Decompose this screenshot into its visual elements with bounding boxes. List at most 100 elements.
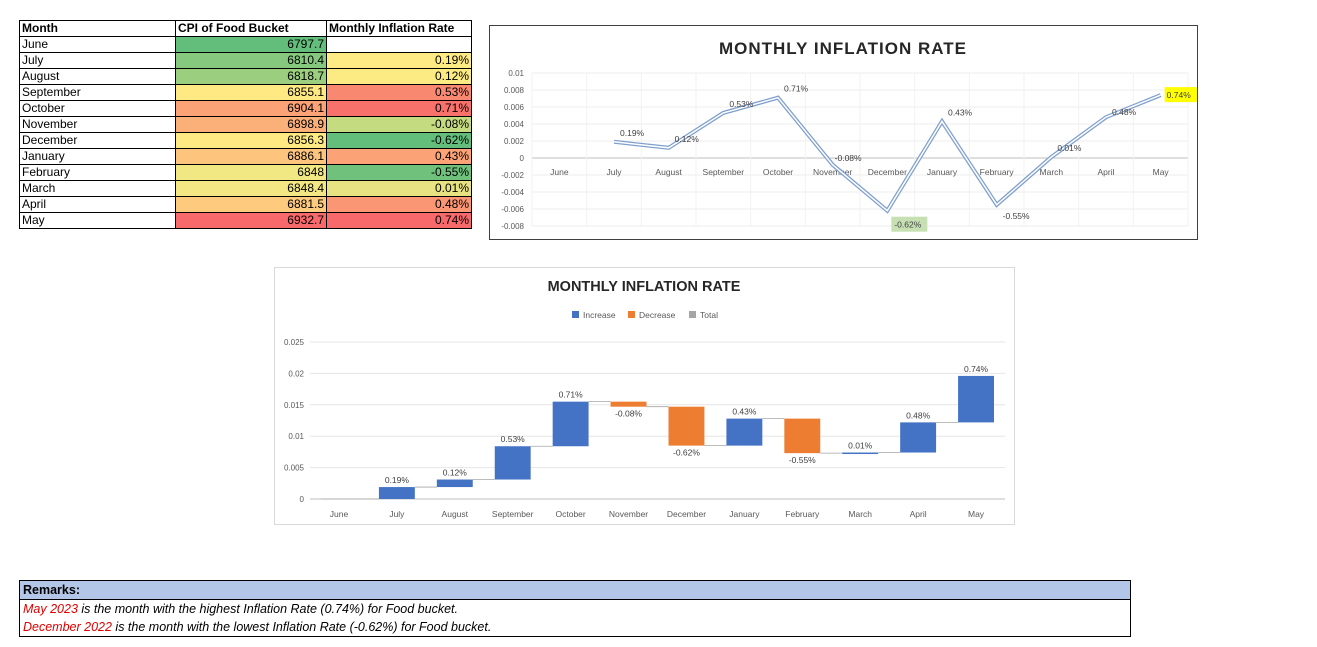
data-label: 0.48% bbox=[906, 410, 931, 420]
table-row: May 6932.7 0.74% bbox=[19, 212, 472, 229]
data-label: 0.12% bbox=[675, 134, 700, 144]
waterfall-bar bbox=[668, 406, 705, 446]
x-tick-label: May bbox=[1153, 167, 1170, 177]
y-tick-label: 0.008 bbox=[504, 86, 525, 95]
y-tick-label: -0.008 bbox=[501, 222, 524, 231]
data-label: 0.53% bbox=[729, 99, 754, 109]
table-row: July 6810.4 0.19% bbox=[19, 52, 472, 69]
cell-cpi[interactable]: 6886.1 bbox=[175, 148, 327, 165]
cpi-table: Month CPI of Food Bucket Monthly Inflati… bbox=[19, 20, 472, 229]
legend-label: Total bbox=[700, 310, 718, 320]
cell-cpi[interactable]: 6818.7 bbox=[175, 68, 327, 85]
cell-rate[interactable]: 0.71% bbox=[326, 100, 472, 117]
table-row: December 6856.3 -0.62% bbox=[19, 132, 472, 149]
waterfall-chart-svg: MONTHLY INFLATION RATE Increase Decrease To… bbox=[284, 279, 1005, 519]
cell-cpi[interactable]: 6848 bbox=[175, 164, 327, 181]
x-tick-label: December bbox=[868, 167, 907, 177]
legend-label: Increase bbox=[583, 310, 616, 320]
waterfall-bar bbox=[784, 418, 821, 454]
data-label: 0.01% bbox=[1057, 143, 1082, 153]
data-label: 0.74% bbox=[1167, 90, 1192, 100]
x-tick-label: July bbox=[606, 167, 622, 177]
data-label: 0.43% bbox=[948, 107, 973, 117]
legend-swatch bbox=[628, 311, 635, 318]
min-highlight-box bbox=[891, 216, 928, 232]
cell-rate[interactable]: -0.08% bbox=[326, 116, 472, 133]
x-tick-label: May bbox=[968, 509, 985, 519]
cell-rate[interactable] bbox=[326, 36, 472, 53]
table-body: June 6797.7 July 6810.4 0.19% August 6818.7 0.1… bbox=[19, 36, 472, 229]
cell-cpi[interactable]: 6810.4 bbox=[175, 52, 327, 69]
cell-rate[interactable]: 0.53% bbox=[326, 84, 472, 101]
x-tick-label: November bbox=[609, 509, 648, 519]
cell-cpi[interactable]: 6856.3 bbox=[175, 132, 327, 149]
cell-cpi[interactable]: 6855.1 bbox=[175, 84, 327, 101]
y-tick-label: 0.01 bbox=[508, 69, 524, 78]
waterfall-chart[interactable]: MONTHLY INFLATION RATE Increase Decrease To… bbox=[274, 267, 1015, 525]
data-label: 0.12% bbox=[443, 468, 468, 478]
y-tick-label: 0 bbox=[520, 154, 525, 163]
table-row: August 6818.7 0.12% bbox=[19, 68, 472, 85]
x-tick-label: March bbox=[1040, 167, 1064, 177]
x-tick-label: July bbox=[389, 509, 405, 519]
data-label: 0.01% bbox=[848, 441, 873, 451]
table-row: September 6855.1 0.53% bbox=[19, 84, 472, 101]
cell-month[interactable]: August bbox=[19, 68, 176, 85]
data-label: 0.48% bbox=[1112, 107, 1137, 117]
cell-rate[interactable]: 0.01% bbox=[326, 180, 472, 197]
x-tick-label: April bbox=[910, 509, 927, 519]
data-label: 0.71% bbox=[784, 84, 809, 94]
line-chart-svg: MONTHLY INFLATION RATE 0.01 0.008 0.006 0.00… bbox=[501, 39, 1199, 232]
waterfall-bar bbox=[610, 401, 647, 407]
cell-rate[interactable]: 0.19% bbox=[326, 52, 472, 69]
cell-cpi[interactable]: 6848.4 bbox=[175, 180, 327, 197]
x-tick-label: January bbox=[927, 167, 958, 177]
remarks-box: Remarks: May 2023 is the month with the … bbox=[19, 580, 1131, 637]
cell-cpi[interactable]: 6898.9 bbox=[175, 116, 327, 133]
legend-label: Decrease bbox=[639, 310, 676, 320]
cell-cpi[interactable]: 6932.7 bbox=[175, 212, 327, 229]
table-row: June 6797.7 bbox=[19, 36, 472, 53]
cell-rate[interactable]: -0.55% bbox=[326, 164, 472, 181]
cell-month[interactable]: April bbox=[19, 196, 176, 213]
cell-rate[interactable]: 0.74% bbox=[326, 212, 472, 229]
data-label: -0.08% bbox=[835, 153, 862, 163]
cell-cpi[interactable]: 6797.7 bbox=[175, 36, 327, 53]
y-tick-label: 0.02 bbox=[288, 369, 304, 378]
x-tick-label: December bbox=[667, 509, 706, 519]
cell-month[interactable]: June bbox=[19, 36, 176, 53]
cell-month[interactable]: December bbox=[19, 132, 176, 149]
cell-month[interactable]: October bbox=[19, 100, 176, 117]
remarks-highlight-lowest: December 2022 bbox=[23, 620, 112, 634]
x-tick-label: June bbox=[550, 167, 569, 177]
x-tick-label: February bbox=[980, 167, 1015, 177]
remarks-title: Remarks: bbox=[20, 581, 1130, 600]
cell-month[interactable]: February bbox=[19, 164, 176, 181]
waterfall-bar bbox=[552, 401, 589, 447]
remarks-text-lowest: is the month with the lowest Inflation R… bbox=[111, 620, 492, 634]
cell-rate[interactable]: 0.48% bbox=[326, 196, 472, 213]
y-tick-label: -0.002 bbox=[501, 171, 524, 180]
table-row: April 6881.5 0.48% bbox=[19, 196, 472, 213]
cell-month[interactable]: March bbox=[19, 180, 176, 197]
cell-cpi[interactable]: 6881.5 bbox=[175, 196, 327, 213]
cell-rate[interactable]: 0.12% bbox=[326, 68, 472, 85]
x-tick-label: February bbox=[785, 509, 820, 519]
cell-rate[interactable]: 0.43% bbox=[326, 148, 472, 165]
cell-month[interactable]: January bbox=[19, 148, 176, 165]
line-chart[interactable]: MONTHLY INFLATION RATE 0.01 0.008 0.006 0.00… bbox=[489, 25, 1199, 240]
data-label: -0.62% bbox=[673, 448, 700, 458]
waterfall-title: MONTHLY INFLATION RATE bbox=[548, 279, 741, 295]
cell-rate[interactable]: -0.62% bbox=[326, 132, 472, 149]
data-label: -0.55% bbox=[1003, 211, 1030, 221]
cell-month[interactable]: September bbox=[19, 84, 176, 101]
cell-month[interactable]: May bbox=[19, 212, 176, 229]
table-row: January 6886.1 0.43% bbox=[19, 148, 472, 165]
x-tick-label: August bbox=[655, 167, 682, 177]
x-tick-label: June bbox=[330, 509, 349, 519]
cell-month[interactable]: November bbox=[19, 116, 176, 133]
cell-cpi[interactable]: 6904.1 bbox=[175, 100, 327, 117]
remarks-line-lowest: December 2022 is the month with the lowe… bbox=[20, 618, 1130, 636]
table-row: November 6898.9 -0.08% bbox=[19, 116, 472, 133]
cell-month[interactable]: July bbox=[19, 52, 176, 69]
